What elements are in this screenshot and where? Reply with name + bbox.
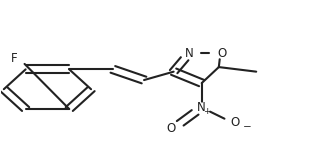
- Text: O: O: [217, 47, 227, 60]
- Circle shape: [9, 54, 27, 63]
- Circle shape: [163, 124, 180, 132]
- Text: N: N: [185, 47, 194, 60]
- Text: N: N: [197, 101, 206, 114]
- Text: +: +: [203, 107, 211, 116]
- Circle shape: [213, 49, 231, 58]
- Circle shape: [193, 103, 210, 112]
- Circle shape: [181, 49, 198, 58]
- Text: O: O: [167, 122, 176, 135]
- Text: −: −: [243, 122, 252, 132]
- Circle shape: [226, 119, 244, 127]
- Text: F: F: [11, 52, 18, 65]
- Text: O: O: [230, 116, 240, 129]
